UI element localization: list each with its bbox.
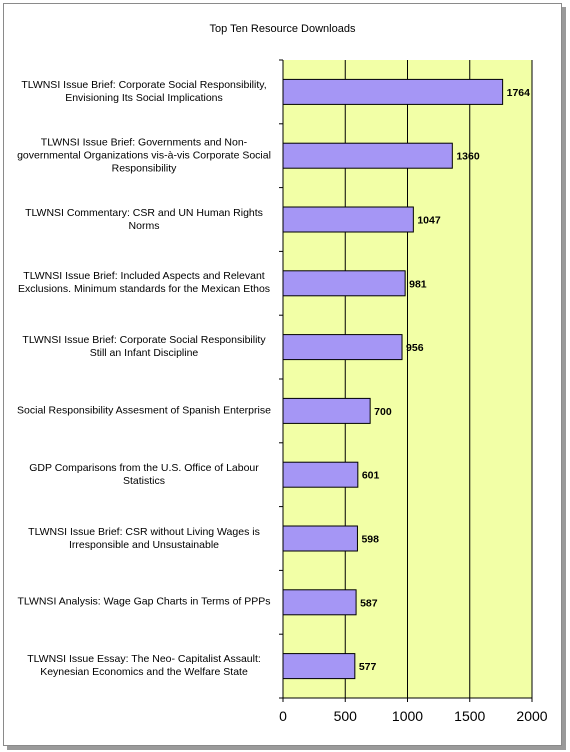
bar-value-label: 598 — [361, 534, 379, 546]
category-label-line: TLWNSI Issue Brief: Corporate Social Res… — [21, 78, 267, 91]
category-label: TLWNSI Commentary: CSR and UN Human Righ… — [10, 207, 278, 233]
category-label: TLWNSI Issue Essay: The Neo- Capitalist … — [10, 653, 278, 679]
x-tick-label: 0 — [279, 708, 287, 724]
category-label-line: Statistics — [122, 474, 165, 487]
category-label-line: Norms — [128, 219, 160, 232]
category-label: TLWNSI Issue Brief: Included Aspects and… — [10, 270, 278, 296]
x-tick-label: 500 — [334, 708, 358, 724]
bar-value-label: 577 — [359, 661, 377, 673]
category-label: TLWNSI Analysis: Wage Gap Charts in Term… — [10, 596, 278, 609]
bar — [282, 397, 371, 424]
category-label-line: TLWNSI Issue Brief: Corporate Social Res… — [22, 334, 266, 347]
category-label: TLWNSI Issue Brief: CSR without Living W… — [10, 526, 278, 552]
bar — [282, 206, 414, 233]
x-tick-label: 1000 — [392, 708, 423, 724]
bar-value-label: 1047 — [417, 215, 441, 227]
category-label-line: TLWNSI Issue Brief: CSR without Living W… — [28, 525, 260, 538]
category-label-line: GDP Comparisons from the U.S. Office of … — [29, 461, 259, 474]
category-label-line: Still an Infant Discipline — [89, 347, 199, 360]
category-label: TLWNSI Issue Brief: Governments and Non-… — [10, 136, 278, 175]
category-label-line: Keynesian Economics and the Welfare Stat… — [40, 666, 248, 679]
category-label-line: governmental Organizations vis-à-vis Cor… — [17, 149, 271, 162]
bar-value-label: 1764 — [507, 87, 531, 99]
bar — [282, 334, 403, 361]
category-label-line: TLWNSI Commentary: CSR and UN Human Righ… — [25, 206, 263, 219]
bar — [282, 653, 356, 680]
category-label-line: Envisioning Its Social Implications — [65, 91, 223, 104]
bar — [282, 461, 359, 488]
bar — [282, 142, 453, 169]
category-label-line: Responsibility — [111, 162, 177, 175]
category-label-line: Exclusions. Minimum standards for the Me… — [17, 283, 271, 296]
category-label: GDP Comparisons from the U.S. Office of … — [10, 462, 278, 488]
category-label: TLWNSI Issue Brief: Corporate Social Res… — [10, 334, 278, 360]
bar-value-label: 1360 — [456, 151, 480, 163]
bar — [282, 525, 358, 552]
x-tick-label: 1500 — [454, 708, 485, 724]
category-label-line: Social Responsibility Assesment of Spani… — [17, 404, 271, 417]
bar — [282, 78, 504, 105]
bar — [282, 589, 357, 616]
category-label: Social Responsibility Assesment of Spani… — [10, 404, 278, 417]
chart-title: Top Ten Resource Downloads — [209, 23, 356, 35]
category-label-line: Irresponsible and Unsustainable — [68, 538, 219, 551]
category-label-line: TLWNSI Issue Essay: The Neo- Capitalist … — [27, 653, 261, 666]
bar — [282, 270, 406, 297]
bar-value-label: 601 — [362, 470, 380, 482]
category-label-line: TLWNSI Issue Brief: Included Aspects and… — [23, 270, 265, 283]
category-label: TLWNSI Issue Brief: Corporate Social Res… — [10, 79, 278, 105]
bar-value-label: 956 — [406, 342, 424, 354]
category-label-line: TLWNSI Analysis: Wage Gap Charts in Term… — [17, 595, 271, 608]
bar-value-label: 587 — [360, 597, 378, 609]
x-tick-label: 2000 — [516, 708, 547, 724]
bar-value-label: 981 — [409, 278, 427, 290]
bar-value-label: 700 — [374, 406, 392, 418]
category-label-line: TLWNSI Issue Brief: Governments and Non- — [40, 136, 248, 149]
